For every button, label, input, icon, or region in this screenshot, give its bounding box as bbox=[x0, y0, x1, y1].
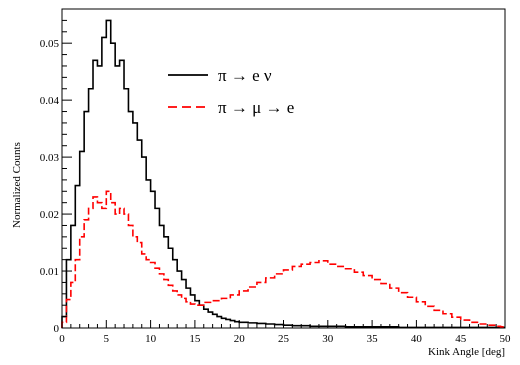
x-tick-label: 0 bbox=[59, 333, 65, 345]
x-tick-label: 35 bbox=[367, 333, 379, 345]
x-axis: 0 5 10 15 20 25 30 35 40 45 50 bbox=[59, 320, 511, 345]
x-axis-title: Kink Angle [deg] bbox=[428, 346, 505, 358]
series-1-line bbox=[61, 19, 505, 329]
x-tick-label: 30 bbox=[322, 333, 334, 345]
y-axis: 0 0.01 0.02 0.03 0.04 0.05 bbox=[40, 19, 72, 335]
y-axis-title: Normalized Counts bbox=[11, 142, 23, 228]
x-tick-label: 15 bbox=[189, 333, 201, 345]
y-tick-label: 0.05 bbox=[40, 38, 60, 50]
y-tick-label: 0.01 bbox=[40, 266, 59, 278]
x-tick-label: 40 bbox=[411, 333, 423, 345]
y-tick-label: 0 bbox=[54, 323, 60, 335]
plot-frame bbox=[61, 8, 506, 329]
y-tick-label: 0.02 bbox=[40, 209, 59, 221]
legend-label-1: π → e ν bbox=[218, 66, 272, 85]
legend-label-2: π → μ → e bbox=[218, 98, 294, 117]
legend: π → e ν π → μ → e bbox=[168, 66, 294, 117]
series-group bbox=[61, 19, 505, 329]
x-tick-label: 10 bbox=[145, 333, 157, 345]
y-tick-label: 0.04 bbox=[40, 95, 60, 107]
y-tick-label: 0.03 bbox=[40, 152, 60, 164]
x-tick-label: 45 bbox=[455, 333, 467, 345]
series-2-line bbox=[61, 190, 505, 328]
x-tick-label: 50 bbox=[500, 333, 512, 345]
x-tick-label: 20 bbox=[234, 333, 246, 345]
x-tick-label: 25 bbox=[278, 333, 290, 345]
x-tick-label: 5 bbox=[104, 333, 110, 345]
